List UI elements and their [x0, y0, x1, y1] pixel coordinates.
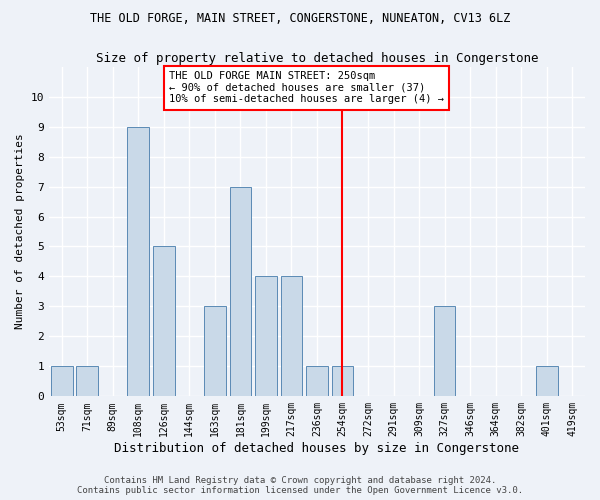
Bar — [536, 366, 557, 396]
Bar — [204, 306, 226, 396]
Bar — [76, 366, 98, 396]
X-axis label: Distribution of detached houses by size in Congerstone: Distribution of detached houses by size … — [115, 442, 520, 455]
Text: THE OLD FORGE MAIN STREET: 250sqm
← 90% of detached houses are smaller (37)
10% : THE OLD FORGE MAIN STREET: 250sqm ← 90% … — [169, 71, 444, 104]
Y-axis label: Number of detached properties: Number of detached properties — [15, 134, 25, 330]
Text: THE OLD FORGE, MAIN STREET, CONGERSTONE, NUNEATON, CV13 6LZ: THE OLD FORGE, MAIN STREET, CONGERSTONE,… — [90, 12, 510, 26]
Bar — [230, 186, 251, 396]
Bar — [281, 276, 302, 396]
Bar — [127, 126, 149, 396]
Bar — [434, 306, 455, 396]
Bar — [332, 366, 353, 396]
Bar — [51, 366, 73, 396]
Text: Contains HM Land Registry data © Crown copyright and database right 2024.
Contai: Contains HM Land Registry data © Crown c… — [77, 476, 523, 495]
Title: Size of property relative to detached houses in Congerstone: Size of property relative to detached ho… — [96, 52, 538, 66]
Bar — [255, 276, 277, 396]
Bar — [153, 246, 175, 396]
Bar — [306, 366, 328, 396]
